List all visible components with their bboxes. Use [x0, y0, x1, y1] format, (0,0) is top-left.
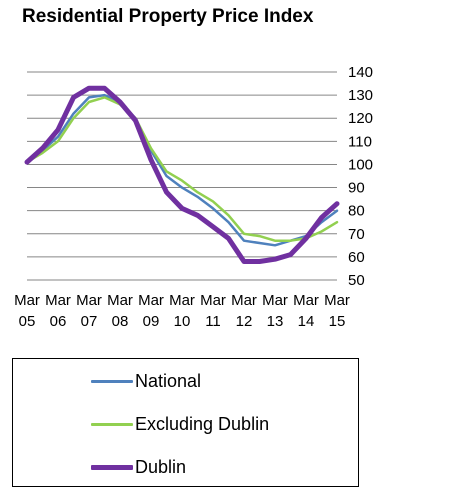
legend-swatch-dublin	[91, 464, 133, 470]
legend-item-excluding-dublin: Excluding Dublin	[91, 412, 269, 436]
x-tick-label: Mar	[293, 292, 319, 309]
y-tick-label: 80	[348, 203, 365, 220]
x-tick-label: Mar	[45, 292, 71, 309]
legend-swatch-national	[91, 379, 133, 383]
legend-label-excluding-dublin: Excluding Dublin	[135, 413, 270, 434]
legend-label-dublin: Dublin	[135, 456, 187, 477]
legend-item-national: National	[91, 369, 201, 393]
gridlines	[27, 71, 337, 281]
x-tick-label: 12	[236, 313, 253, 330]
y-tick-label: 90	[348, 180, 365, 197]
y-tick-label: 60	[348, 249, 365, 266]
series-line-excluding-dublin	[25, 96, 339, 242]
x-tick-label: Mar	[107, 292, 133, 309]
x-tick-label: Mar	[14, 292, 40, 309]
x-axis-ticks: Mar 05 Mar 06 Mar 07 Mar 08 Mar 09 Mar 10 Mar 11 Mar 12…	[14, 292, 350, 330]
x-tick-label: 09	[143, 313, 160, 330]
y-tick-label: 70	[348, 226, 365, 243]
x-tick-label: 13	[267, 313, 284, 330]
x-tick-label: 11	[205, 313, 221, 330]
y-tick-label: 120	[348, 110, 373, 127]
x-tick-label: Mar	[324, 292, 350, 309]
x-tick-label: 07	[81, 313, 98, 330]
series-line-dublin	[24, 85, 340, 264]
x-tick-label: 05	[19, 313, 36, 330]
y-tick-label: 140	[348, 64, 373, 81]
legend-swatch-excluding-dublin	[91, 422, 133, 426]
x-tick-label: Mar	[200, 292, 226, 309]
x-tick-label: 10	[174, 313, 191, 330]
legend: National Excluding Dublin Dublin	[12, 358, 359, 487]
y-tick-label: 110	[348, 133, 372, 150]
y-tick-label: 50	[348, 272, 365, 289]
x-tick-label: Mar	[169, 292, 195, 309]
x-tick-label: Mar	[262, 292, 288, 309]
x-tick-label: 14	[298, 313, 315, 330]
series-line-national	[25, 93, 339, 247]
chart-title: Residential Property Price Index	[22, 6, 314, 27]
series-lines	[24, 85, 340, 264]
y-tick-label: 130	[348, 87, 373, 104]
x-tick-label: 08	[112, 313, 129, 330]
x-tick-label: 15	[329, 313, 346, 330]
x-tick-label: Mar	[231, 292, 257, 309]
y-axis-ticks: 50 60 70 80 90 100 110 120 130 140	[348, 64, 373, 289]
legend-label-national: National	[135, 370, 202, 391]
x-tick-label: Mar	[138, 292, 164, 309]
legend-item-dublin: Dublin	[91, 455, 186, 479]
x-tick-label: 06	[50, 313, 67, 330]
x-tick-label: Mar	[76, 292, 102, 309]
y-tick-label: 100	[348, 156, 373, 173]
